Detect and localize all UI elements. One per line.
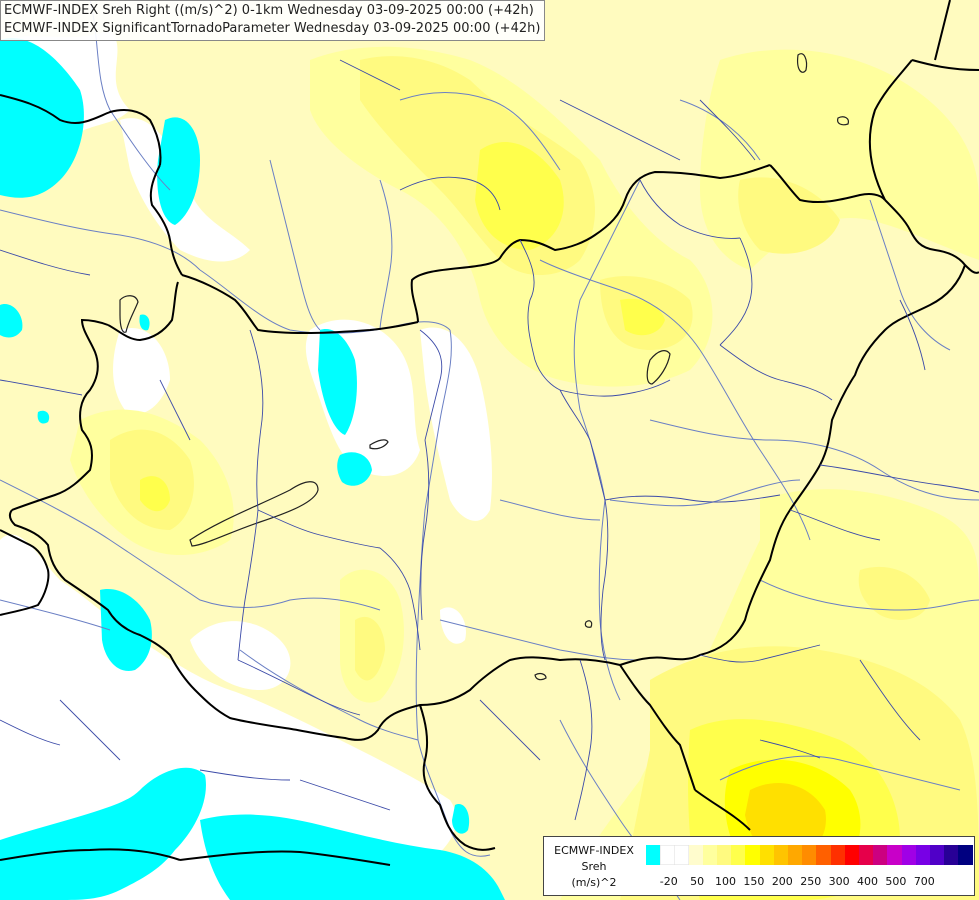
country-borders bbox=[0, 0, 979, 866]
legend-swatch bbox=[674, 845, 690, 865]
map-title-line-2: ECMWF-INDEX SignificantTornadoParameter … bbox=[4, 21, 541, 36]
legend-swatch bbox=[944, 845, 959, 865]
legend-swatch bbox=[759, 845, 775, 865]
legend-tick: 250 bbox=[800, 875, 822, 888]
legend-swatch bbox=[901, 845, 917, 865]
legend-swatch bbox=[930, 845, 945, 865]
legend-swatch bbox=[873, 845, 888, 865]
legend-variable-label: Sreh bbox=[581, 860, 607, 873]
lakes bbox=[119, 53, 849, 681]
legend-swatch bbox=[802, 845, 817, 865]
legend-tick: 300 bbox=[828, 875, 850, 888]
legend-unit-label: (m/s)^2 bbox=[571, 876, 617, 889]
legend-tick: 50 bbox=[690, 875, 705, 888]
legend-swatch bbox=[887, 845, 903, 865]
legend-swatch bbox=[915, 845, 931, 865]
legend-tick: 700 bbox=[913, 875, 935, 888]
legend-swatch bbox=[660, 845, 675, 865]
legend-swatch bbox=[688, 845, 704, 865]
legend-swatch bbox=[788, 845, 803, 865]
legend-swatch bbox=[717, 845, 732, 865]
field-cyan-areas bbox=[0, 38, 505, 900]
color-legend: ECMWF-INDEX Sreh (m/s)^2 -20 50 100 150 200 2… bbox=[543, 836, 975, 896]
legend-swatch bbox=[745, 845, 761, 865]
legend-tick: 500 bbox=[885, 875, 907, 888]
legend-tick: 200 bbox=[771, 875, 793, 888]
legend-tick: 100 bbox=[715, 875, 737, 888]
legend-swatch bbox=[731, 845, 746, 865]
legend-swatch bbox=[859, 845, 874, 865]
regional-borders bbox=[0, 59, 979, 821]
legend-tick: 400 bbox=[857, 875, 879, 888]
legend-swatch bbox=[830, 845, 846, 865]
legend-swatch bbox=[646, 845, 661, 865]
legend-tick: 150 bbox=[743, 875, 765, 888]
legend-swatch bbox=[844, 845, 860, 865]
legend-swatch bbox=[958, 845, 974, 865]
legend-swatch bbox=[816, 845, 832, 865]
legend-tick: -20 bbox=[659, 875, 678, 888]
map-title-line-1: ECMWF-INDEX Sreh Right ((m/s)^2) 0-1km W… bbox=[4, 3, 534, 18]
legend-swatch bbox=[773, 845, 789, 865]
legend-swatch bbox=[702, 845, 718, 865]
legend-model-label: ECMWF-INDEX bbox=[554, 844, 634, 857]
map-title-box: ECMWF-INDEX Sreh Right ((m/s)^2) 0-1km W… bbox=[0, 0, 546, 41]
